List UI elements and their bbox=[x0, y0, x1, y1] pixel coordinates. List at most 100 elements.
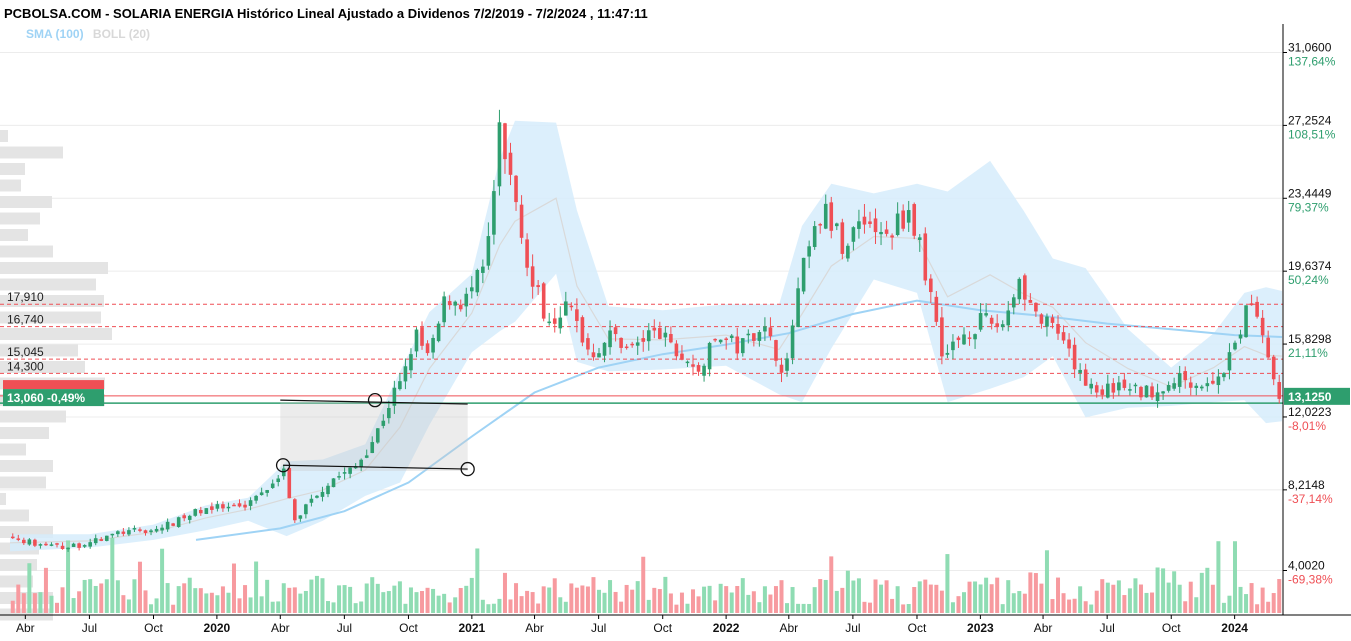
candle-body bbox=[552, 318, 557, 324]
volume-bar bbox=[171, 604, 176, 613]
x-tick-label: 2022 bbox=[713, 621, 740, 635]
trend-annotations bbox=[275, 393, 475, 477]
volume-bar bbox=[641, 556, 646, 613]
candle-body bbox=[442, 296, 446, 323]
candle-body bbox=[154, 528, 159, 532]
y-tick-label: 4,0020 bbox=[1288, 559, 1325, 573]
x-tick-label: Oct bbox=[653, 621, 672, 635]
volume-bar bbox=[845, 570, 850, 613]
volume-bar bbox=[320, 578, 325, 613]
volume-bar bbox=[580, 585, 585, 613]
volume-bar bbox=[1033, 573, 1038, 613]
candle-body bbox=[1249, 303, 1254, 306]
volume-bar bbox=[1138, 584, 1143, 613]
candle-body bbox=[818, 224, 823, 226]
volume-bar bbox=[165, 583, 170, 613]
candle-body bbox=[226, 506, 231, 509]
current-marker-label: 13,060 -0,49% bbox=[7, 391, 85, 405]
volume-bar bbox=[204, 593, 209, 613]
profile-bar bbox=[0, 130, 8, 142]
volume-bar bbox=[619, 601, 624, 613]
candle-body bbox=[646, 330, 651, 342]
volume-bar bbox=[978, 584, 983, 613]
volume-bar bbox=[862, 601, 867, 613]
volume-bar bbox=[552, 578, 557, 613]
volume-bar bbox=[624, 584, 629, 613]
candle-body bbox=[381, 420, 386, 426]
candle-body bbox=[707, 342, 712, 370]
volume-bar bbox=[724, 586, 729, 613]
volume-bar bbox=[381, 592, 386, 613]
candle-body bbox=[1056, 324, 1060, 334]
volume-bar bbox=[956, 596, 961, 613]
legend-sma[interactable]: SMA (100) bbox=[26, 27, 84, 41]
candle-body bbox=[1183, 371, 1188, 381]
volume-bar bbox=[502, 572, 507, 613]
volume-bar bbox=[879, 584, 884, 613]
candle-body bbox=[55, 543, 59, 545]
candle-body bbox=[724, 338, 728, 341]
candle-body bbox=[779, 364, 784, 373]
candle-body bbox=[973, 334, 977, 340]
x-tick-label: Abr bbox=[271, 621, 290, 635]
volume-bar bbox=[829, 556, 834, 613]
volume-bar bbox=[403, 603, 408, 613]
candle-body bbox=[33, 539, 37, 546]
volume-bar bbox=[718, 583, 723, 613]
current-marker-red-bar bbox=[3, 380, 104, 390]
annotation-rectangle bbox=[280, 402, 468, 471]
volume-bar bbox=[231, 563, 236, 613]
candle-body bbox=[846, 245, 850, 259]
volume-bar bbox=[840, 587, 845, 613]
y-tick-percent: 79,37% bbox=[1288, 200, 1329, 214]
candle-body bbox=[541, 283, 546, 319]
volume-bar bbox=[912, 587, 917, 613]
volume-bar bbox=[386, 591, 391, 613]
volume-bar bbox=[475, 548, 480, 613]
candle-body bbox=[254, 495, 258, 501]
y-tick-label: 31,0600 bbox=[1288, 41, 1332, 55]
volume-bar bbox=[397, 581, 402, 613]
candle-body bbox=[215, 504, 220, 509]
candle-body bbox=[1100, 389, 1105, 395]
volume-bar bbox=[420, 591, 425, 613]
candle-body bbox=[619, 337, 623, 348]
candle-body bbox=[906, 210, 911, 223]
candle-body bbox=[740, 338, 745, 354]
legend-boll[interactable]: BOLL (20) bbox=[92, 27, 151, 41]
candle-body bbox=[1089, 383, 1093, 389]
volume-bar bbox=[1133, 578, 1138, 613]
volume-bar bbox=[757, 602, 762, 613]
volume-bar bbox=[851, 580, 856, 613]
volume-bar bbox=[1249, 583, 1254, 613]
candle-body bbox=[680, 353, 684, 360]
candle-body bbox=[956, 337, 961, 341]
candle-body bbox=[99, 539, 104, 541]
profile-bar bbox=[0, 460, 53, 472]
candle-body bbox=[613, 327, 618, 335]
volume-bar bbox=[154, 598, 159, 613]
volume-bar bbox=[431, 588, 436, 613]
candle-body bbox=[348, 467, 352, 474]
candle-body bbox=[752, 333, 756, 341]
candle-body bbox=[82, 545, 87, 547]
candle-body bbox=[1188, 382, 1193, 388]
candle-body bbox=[1094, 385, 1099, 393]
volume-bar bbox=[447, 602, 452, 613]
candle-body bbox=[132, 528, 137, 530]
volume-bar bbox=[962, 592, 966, 613]
y-tick-percent: 21,11% bbox=[1288, 346, 1328, 360]
volume-bar bbox=[785, 603, 790, 613]
volume-bar bbox=[1238, 586, 1243, 613]
trend-line bbox=[280, 399, 468, 405]
y-tick-percent: 50,24% bbox=[1288, 273, 1329, 287]
candle-body bbox=[1277, 382, 1282, 399]
candle-body bbox=[66, 547, 70, 550]
candle-body bbox=[315, 495, 319, 498]
profile-bar bbox=[0, 509, 29, 522]
candle-body bbox=[116, 531, 120, 535]
volume-bar bbox=[713, 600, 718, 613]
candle-body bbox=[851, 227, 856, 242]
volume-bar bbox=[536, 603, 541, 613]
